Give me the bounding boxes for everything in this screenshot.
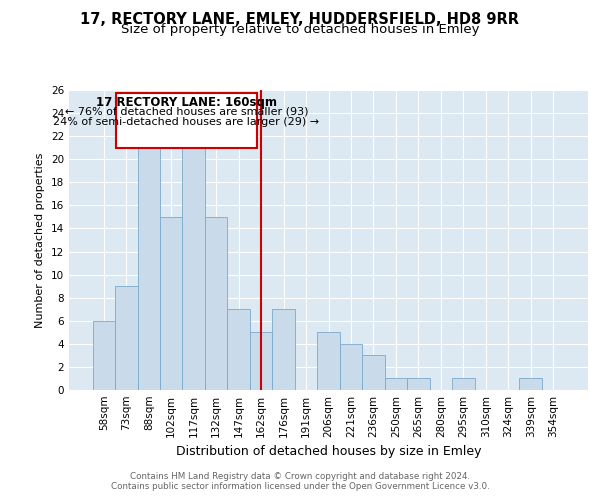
Bar: [182, 136, 205, 390]
Bar: [115, 286, 137, 390]
Text: Contains HM Land Registry data © Crown copyright and database right 2024.: Contains HM Land Registry data © Crown c…: [130, 472, 470, 481]
Bar: [272, 309, 295, 390]
Bar: [520, 378, 542, 390]
Bar: [205, 217, 227, 390]
Text: 17, RECTORY LANE, EMLEY, HUDDERSFIELD, HD8 9RR: 17, RECTORY LANE, EMLEY, HUDDERSFIELD, H…: [80, 12, 520, 28]
Text: Contains public sector information licensed under the Open Government Licence v3: Contains public sector information licen…: [110, 482, 490, 491]
Bar: [137, 148, 160, 390]
Y-axis label: Number of detached properties: Number of detached properties: [35, 152, 46, 328]
Bar: [340, 344, 362, 390]
Text: ← 76% of detached houses are smaller (93): ← 76% of detached houses are smaller (93…: [65, 106, 308, 117]
Bar: [92, 321, 115, 390]
Text: 24% of semi-detached houses are larger (29) →: 24% of semi-detached houses are larger (…: [53, 117, 319, 127]
Bar: [227, 309, 250, 390]
Bar: [362, 356, 385, 390]
Bar: [452, 378, 475, 390]
Bar: [385, 378, 407, 390]
X-axis label: Distribution of detached houses by size in Emley: Distribution of detached houses by size …: [176, 446, 481, 458]
Text: Size of property relative to detached houses in Emley: Size of property relative to detached ho…: [121, 22, 479, 36]
Text: 17 RECTORY LANE: 160sqm: 17 RECTORY LANE: 160sqm: [96, 96, 277, 110]
Bar: [407, 378, 430, 390]
Bar: [317, 332, 340, 390]
Bar: [160, 217, 182, 390]
FancyBboxPatch shape: [116, 94, 257, 148]
Bar: [250, 332, 272, 390]
